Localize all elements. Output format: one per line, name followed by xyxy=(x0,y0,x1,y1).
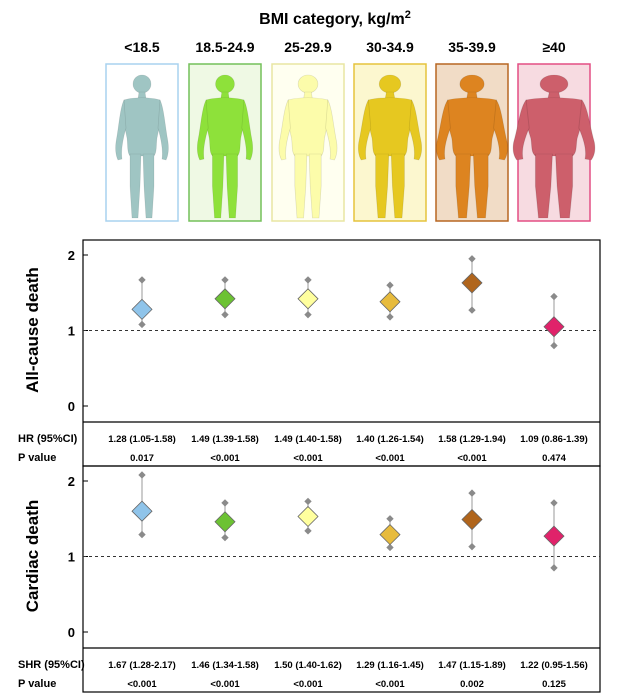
ci-end-marker xyxy=(468,255,476,263)
ci-end-marker xyxy=(550,341,558,350)
bmi-category-panel xyxy=(353,63,427,222)
table-cell-ratio: 1.29 (1.16-1.45) xyxy=(356,660,424,671)
table-cell-ratio: 1.46 (1.34-1.58) xyxy=(191,660,259,671)
ci-end-marker xyxy=(386,313,394,321)
point-estimate-marker xyxy=(379,291,401,313)
table-cell-ratio: 1.67 (1.28-2.17) xyxy=(108,660,176,671)
bmi-category-label: <18.5 xyxy=(124,39,160,55)
table-cell-pvalue: <0.001 xyxy=(375,679,405,690)
point-estimate-marker xyxy=(297,505,319,528)
ci-end-marker xyxy=(138,276,146,284)
point-estimate-marker xyxy=(543,525,565,547)
table-row-label: P value xyxy=(18,452,56,464)
table-cell-pvalue: <0.001 xyxy=(210,679,240,690)
table-cell-pvalue: <0.001 xyxy=(127,679,157,690)
bmi-category-panel xyxy=(105,63,179,222)
point-estimate-marker xyxy=(297,288,319,310)
point-estimate-marker xyxy=(214,288,236,310)
ci-end-marker xyxy=(138,530,146,539)
y-tick-label: 2 xyxy=(68,474,75,489)
ci-end-marker xyxy=(304,497,312,506)
table-cell-ratio: 1.40 (1.26-1.54) xyxy=(356,434,424,445)
table-cell-ratio: 1.49 (1.39-1.58) xyxy=(191,434,259,445)
table-cell-pvalue: <0.001 xyxy=(210,453,240,464)
ci-end-marker xyxy=(550,499,558,507)
ci-end-marker xyxy=(550,564,558,572)
table-cell-ratio: 1.49 (1.40-1.58) xyxy=(274,434,342,445)
ci-end-marker xyxy=(468,543,476,551)
point-estimate-marker xyxy=(461,508,483,531)
chart-frame xyxy=(82,239,601,467)
table-row-label: P value xyxy=(18,678,56,690)
table-cell-ratio: 1.22 (0.95-1.56) xyxy=(520,660,588,671)
figure-title: BMI category, kg/m2 xyxy=(259,9,411,28)
ci-end-marker xyxy=(550,292,558,301)
bmi-category-label: 35-39.9 xyxy=(448,39,496,55)
point-estimate-marker xyxy=(131,500,153,522)
table-cell-pvalue: <0.001 xyxy=(293,679,323,690)
point-estimate-marker xyxy=(379,524,401,546)
bmi-category-panel xyxy=(188,63,262,222)
cardiac-death-chart: Cardiac death 0 1 2 SHR (95%CI) P value 1.67 (… xyxy=(18,465,601,693)
table-cell-ratio: 1.47 (1.15-1.89) xyxy=(438,660,506,671)
y-tick-label: 0 xyxy=(68,625,75,640)
bmi-category-label: 30-34.9 xyxy=(366,39,414,55)
table-row-label: SHR (95%CI) xyxy=(18,659,85,671)
ci-end-marker xyxy=(221,533,229,542)
point-estimate-marker xyxy=(543,316,565,338)
all-cause-death-chart: All-cause death 0 1 2 HR (95%CI) P value 1.28 … xyxy=(18,239,601,467)
ci-end-marker xyxy=(304,527,312,535)
point-estimate-marker xyxy=(131,298,153,320)
ci-end-marker xyxy=(221,499,229,507)
table-cell-pvalue: 0.125 xyxy=(542,679,566,690)
ci-end-marker xyxy=(386,543,394,552)
table-cell-ratio: 1.28 (1.05-1.58) xyxy=(108,434,176,445)
table-cell-ratio: 1.09 (0.86-1.39) xyxy=(520,434,588,445)
table-cell-pvalue: 0.017 xyxy=(130,453,154,464)
ci-end-marker xyxy=(221,276,229,284)
point-estimate-marker xyxy=(461,272,483,294)
ci-end-marker xyxy=(221,310,229,319)
bmi-category-label: 18.5-24.9 xyxy=(195,39,254,55)
table-cell-ratio: 1.58 (1.29-1.94) xyxy=(438,434,506,445)
ci-end-marker xyxy=(304,276,312,284)
y-tick-label: 2 xyxy=(68,248,75,263)
table-cell-pvalue: <0.001 xyxy=(457,453,487,464)
ci-end-marker xyxy=(468,489,476,497)
y-tick-label: 0 xyxy=(68,399,75,414)
bmi-silhouette-panels: <18.5 18.5-24.9 25-29.9 30-34.9 35-39.9 ≥40 xyxy=(105,39,596,222)
bmi-category-label: ≥40 xyxy=(542,39,565,55)
bmi-category-panel xyxy=(271,63,345,222)
table-row-label: HR (95%CI) xyxy=(18,433,78,445)
y-axis-label: All-cause death xyxy=(23,267,42,393)
ci-end-marker xyxy=(138,320,146,329)
bmi-category-label: 25-29.9 xyxy=(284,39,332,55)
bmi-category-panel xyxy=(435,63,509,222)
ci-end-marker xyxy=(468,306,476,314)
table-cell-ratio: 1.50 (1.40-1.62) xyxy=(274,660,342,671)
ci-end-marker xyxy=(138,471,146,479)
y-tick-label: 1 xyxy=(68,324,75,339)
y-axis-label: Cardiac death xyxy=(23,500,42,612)
bmi-category-panel xyxy=(512,63,596,222)
table-cell-pvalue: <0.001 xyxy=(293,453,323,464)
chart-frame xyxy=(82,465,601,693)
ci-end-marker xyxy=(386,515,394,523)
y-tick-label: 1 xyxy=(68,550,75,565)
ci-end-marker xyxy=(304,310,312,319)
table-cell-pvalue: 0.474 xyxy=(542,453,566,464)
point-estimate-marker xyxy=(214,511,236,533)
ci-end-marker xyxy=(386,281,394,289)
table-cell-pvalue: <0.001 xyxy=(375,453,405,464)
table-cell-pvalue: 0.002 xyxy=(460,679,484,690)
